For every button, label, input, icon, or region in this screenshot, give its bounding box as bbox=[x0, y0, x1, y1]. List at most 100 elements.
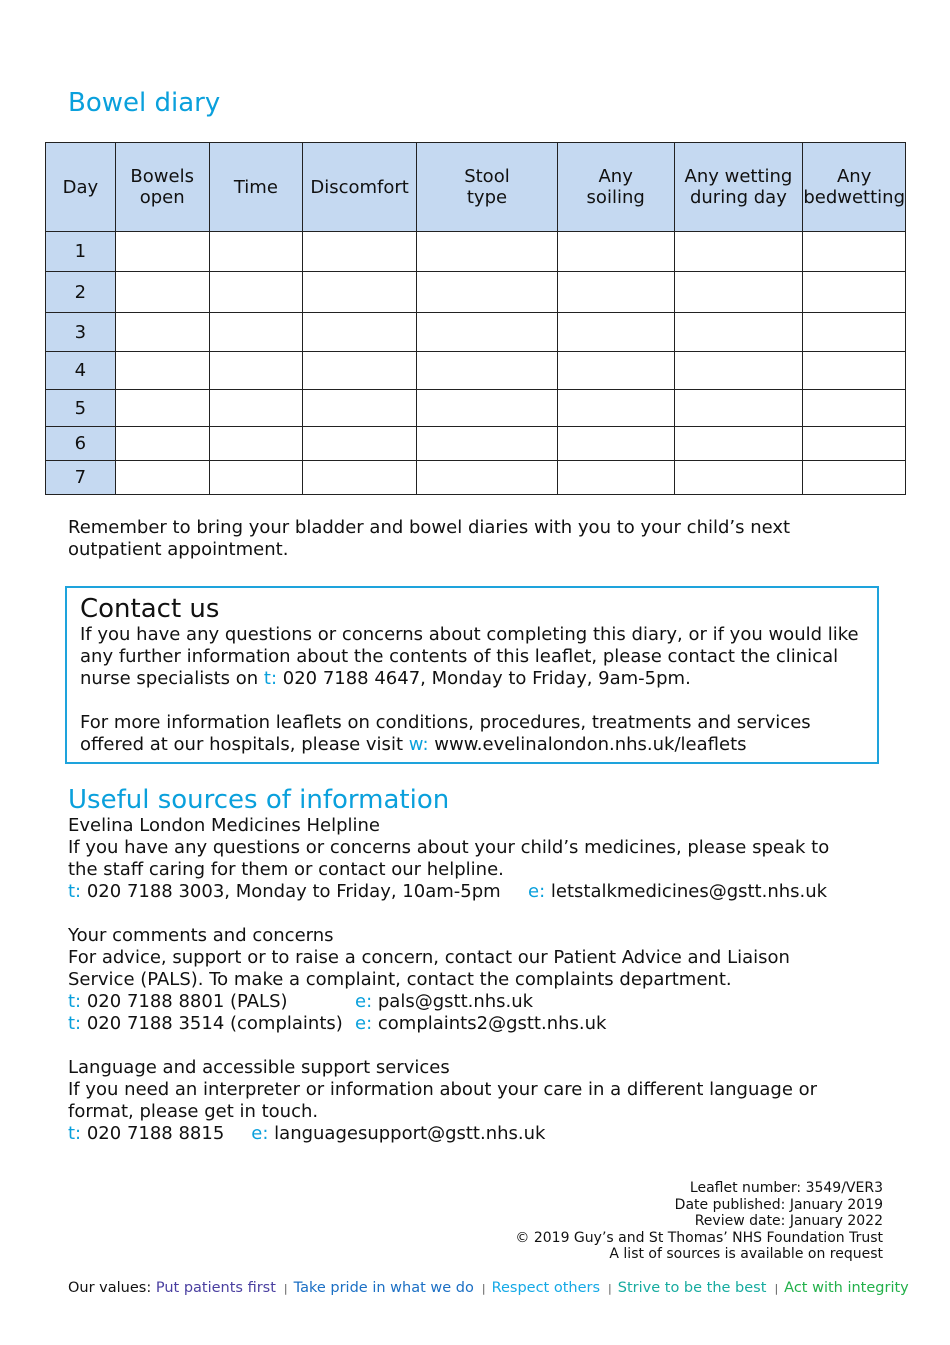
table-row: 5 bbox=[45, 389, 906, 427]
entry-cell[interactable] bbox=[416, 426, 558, 461]
separator: | bbox=[774, 1282, 779, 1295]
entry-cell[interactable] bbox=[416, 271, 558, 313]
complaints-email[interactable]: complaints2@gstt.nhs.uk bbox=[377, 1013, 607, 1034]
table-row: 3 bbox=[45, 312, 906, 352]
contact-paragraph: If you have any questions or concerns ab… bbox=[80, 624, 870, 690]
web-label: w: bbox=[408, 734, 429, 755]
entry-cell[interactable] bbox=[673, 312, 804, 352]
day-cell: 6 bbox=[45, 426, 116, 461]
table-row: 6 bbox=[45, 426, 906, 461]
entry-cell[interactable] bbox=[114, 351, 210, 390]
separator: | bbox=[608, 1282, 612, 1295]
entry-cell[interactable] bbox=[802, 389, 906, 427]
entry-cell[interactable] bbox=[802, 312, 906, 352]
entry-cell[interactable] bbox=[114, 231, 210, 272]
review-date: Review date: January 2022 bbox=[694, 1213, 883, 1229]
entry-cell[interactable] bbox=[802, 460, 906, 495]
entry-cell[interactable] bbox=[208, 426, 304, 461]
entry-cell[interactable] bbox=[208, 351, 304, 390]
phone-label: t: bbox=[68, 1013, 82, 1034]
entry-cell[interactable] bbox=[114, 389, 210, 427]
entry-cell[interactable] bbox=[416, 351, 558, 390]
pals-phone: 020 7188 8801 (PALS) bbox=[86, 991, 288, 1012]
date-published: Date published: January 2019 bbox=[674, 1196, 883, 1213]
entry-cell[interactable] bbox=[556, 312, 675, 352]
medicines-phone: 020 7188 3003, Monday to Friday, 10am-5p… bbox=[86, 881, 501, 902]
table-row: 4 bbox=[45, 351, 906, 390]
table-row: 7 bbox=[45, 460, 906, 495]
entry-cell[interactable] bbox=[673, 389, 804, 427]
email-label: e: bbox=[251, 1123, 269, 1144]
email-label: e: bbox=[355, 991, 373, 1012]
entry-cell[interactable] bbox=[114, 312, 210, 352]
entry-cell[interactable] bbox=[416, 312, 558, 352]
leaflets-link[interactable]: www.evelinalondon.nhs.uk/leaflets bbox=[428, 734, 747, 755]
entry-cell[interactable] bbox=[556, 271, 675, 313]
entry-cell[interactable] bbox=[556, 426, 675, 461]
entry-cell[interactable] bbox=[556, 389, 675, 427]
phone-label: t: bbox=[68, 1123, 82, 1144]
day-cell: 2 bbox=[45, 271, 116, 313]
email-label: e: bbox=[528, 881, 546, 902]
entry-cell[interactable] bbox=[556, 351, 675, 390]
entry-cell[interactable] bbox=[673, 271, 804, 313]
entry-cell[interactable] bbox=[208, 460, 304, 495]
entry-cell[interactable] bbox=[114, 271, 210, 313]
entry-cell[interactable] bbox=[302, 351, 418, 390]
pals-email[interactable]: pals@gstt.nhs.uk bbox=[377, 991, 534, 1012]
entry-cell[interactable] bbox=[802, 231, 906, 272]
entry-cell[interactable] bbox=[208, 231, 304, 272]
value-item: Take pride in what we do bbox=[293, 1280, 474, 1296]
reminder-text: Remember to bring your bladder and bowel… bbox=[68, 517, 791, 560]
entry-cell[interactable] bbox=[673, 460, 804, 495]
language-email[interactable]: languagesupport@gstt.nhs.uk bbox=[274, 1123, 546, 1144]
entry-cell[interactable] bbox=[208, 312, 304, 352]
leaflet-number: Leaflet number: 3549/VER3 bbox=[689, 1180, 883, 1196]
language-title: Language and accessible support services bbox=[68, 1057, 450, 1078]
header-soiling: Any soiling bbox=[556, 142, 675, 232]
entry-cell[interactable] bbox=[302, 460, 418, 495]
entry-cell[interactable] bbox=[208, 389, 304, 427]
header-bowels-open: Bowels open bbox=[114, 142, 210, 232]
entry-cell[interactable] bbox=[114, 460, 210, 495]
entry-cell[interactable] bbox=[416, 389, 558, 427]
entry-cell[interactable] bbox=[302, 389, 418, 427]
day-cell: 5 bbox=[45, 389, 116, 427]
contact-heading: Contact us bbox=[80, 594, 220, 624]
entry-cell[interactable] bbox=[802, 426, 906, 461]
value-item: Strive to be the best bbox=[617, 1280, 767, 1296]
entry-cell[interactable] bbox=[114, 426, 210, 461]
separator: | bbox=[481, 1282, 486, 1295]
value-item: Put patients first bbox=[155, 1280, 276, 1296]
entry-cell[interactable] bbox=[416, 460, 558, 495]
page-title: Bowel diary bbox=[68, 88, 221, 118]
entry-cell[interactable] bbox=[302, 312, 418, 352]
entry-cell[interactable] bbox=[302, 426, 418, 461]
table-row: 1 bbox=[45, 231, 906, 272]
entry-cell[interactable] bbox=[802, 351, 906, 390]
entry-cell[interactable] bbox=[416, 231, 558, 272]
entry-cell[interactable] bbox=[673, 351, 804, 390]
medicines-email[interactable]: letstalkmedicines@gstt.nhs.uk bbox=[550, 881, 828, 902]
entry-cell[interactable] bbox=[302, 231, 418, 272]
entry-cell[interactable] bbox=[556, 231, 675, 272]
complaints-phone: 020 7188 3514 (complaints) bbox=[86, 1013, 343, 1034]
leaflet-info: Leaflet number: 3549/VER3 Date published… bbox=[515, 1180, 883, 1263]
entry-cell[interactable] bbox=[208, 271, 304, 313]
entry-cell[interactable] bbox=[802, 271, 906, 313]
value-item: Respect others bbox=[491, 1280, 601, 1296]
entry-cell[interactable] bbox=[556, 460, 675, 495]
header-wetting: Any wetting during day bbox=[673, 142, 804, 232]
copyright: © 2019 Guy’s and St Thomas’ NHS Foundati… bbox=[515, 1229, 883, 1246]
header-stool-type: Stool type bbox=[416, 142, 558, 232]
day-cell: 7 bbox=[45, 460, 116, 495]
day-cell: 3 bbox=[45, 312, 116, 352]
phone-label: t: bbox=[68, 991, 82, 1012]
entry-cell[interactable] bbox=[302, 271, 418, 313]
leaflets-paragraph: For more information leaflets on conditi… bbox=[80, 712, 870, 756]
entry-cell[interactable] bbox=[673, 426, 804, 461]
comments-text: For advice, support or to raise a concer… bbox=[68, 947, 790, 990]
entry-cell[interactable] bbox=[673, 231, 804, 272]
header-day: Day bbox=[45, 142, 116, 232]
language-text: If you need an interpreter or informatio… bbox=[68, 1079, 818, 1122]
